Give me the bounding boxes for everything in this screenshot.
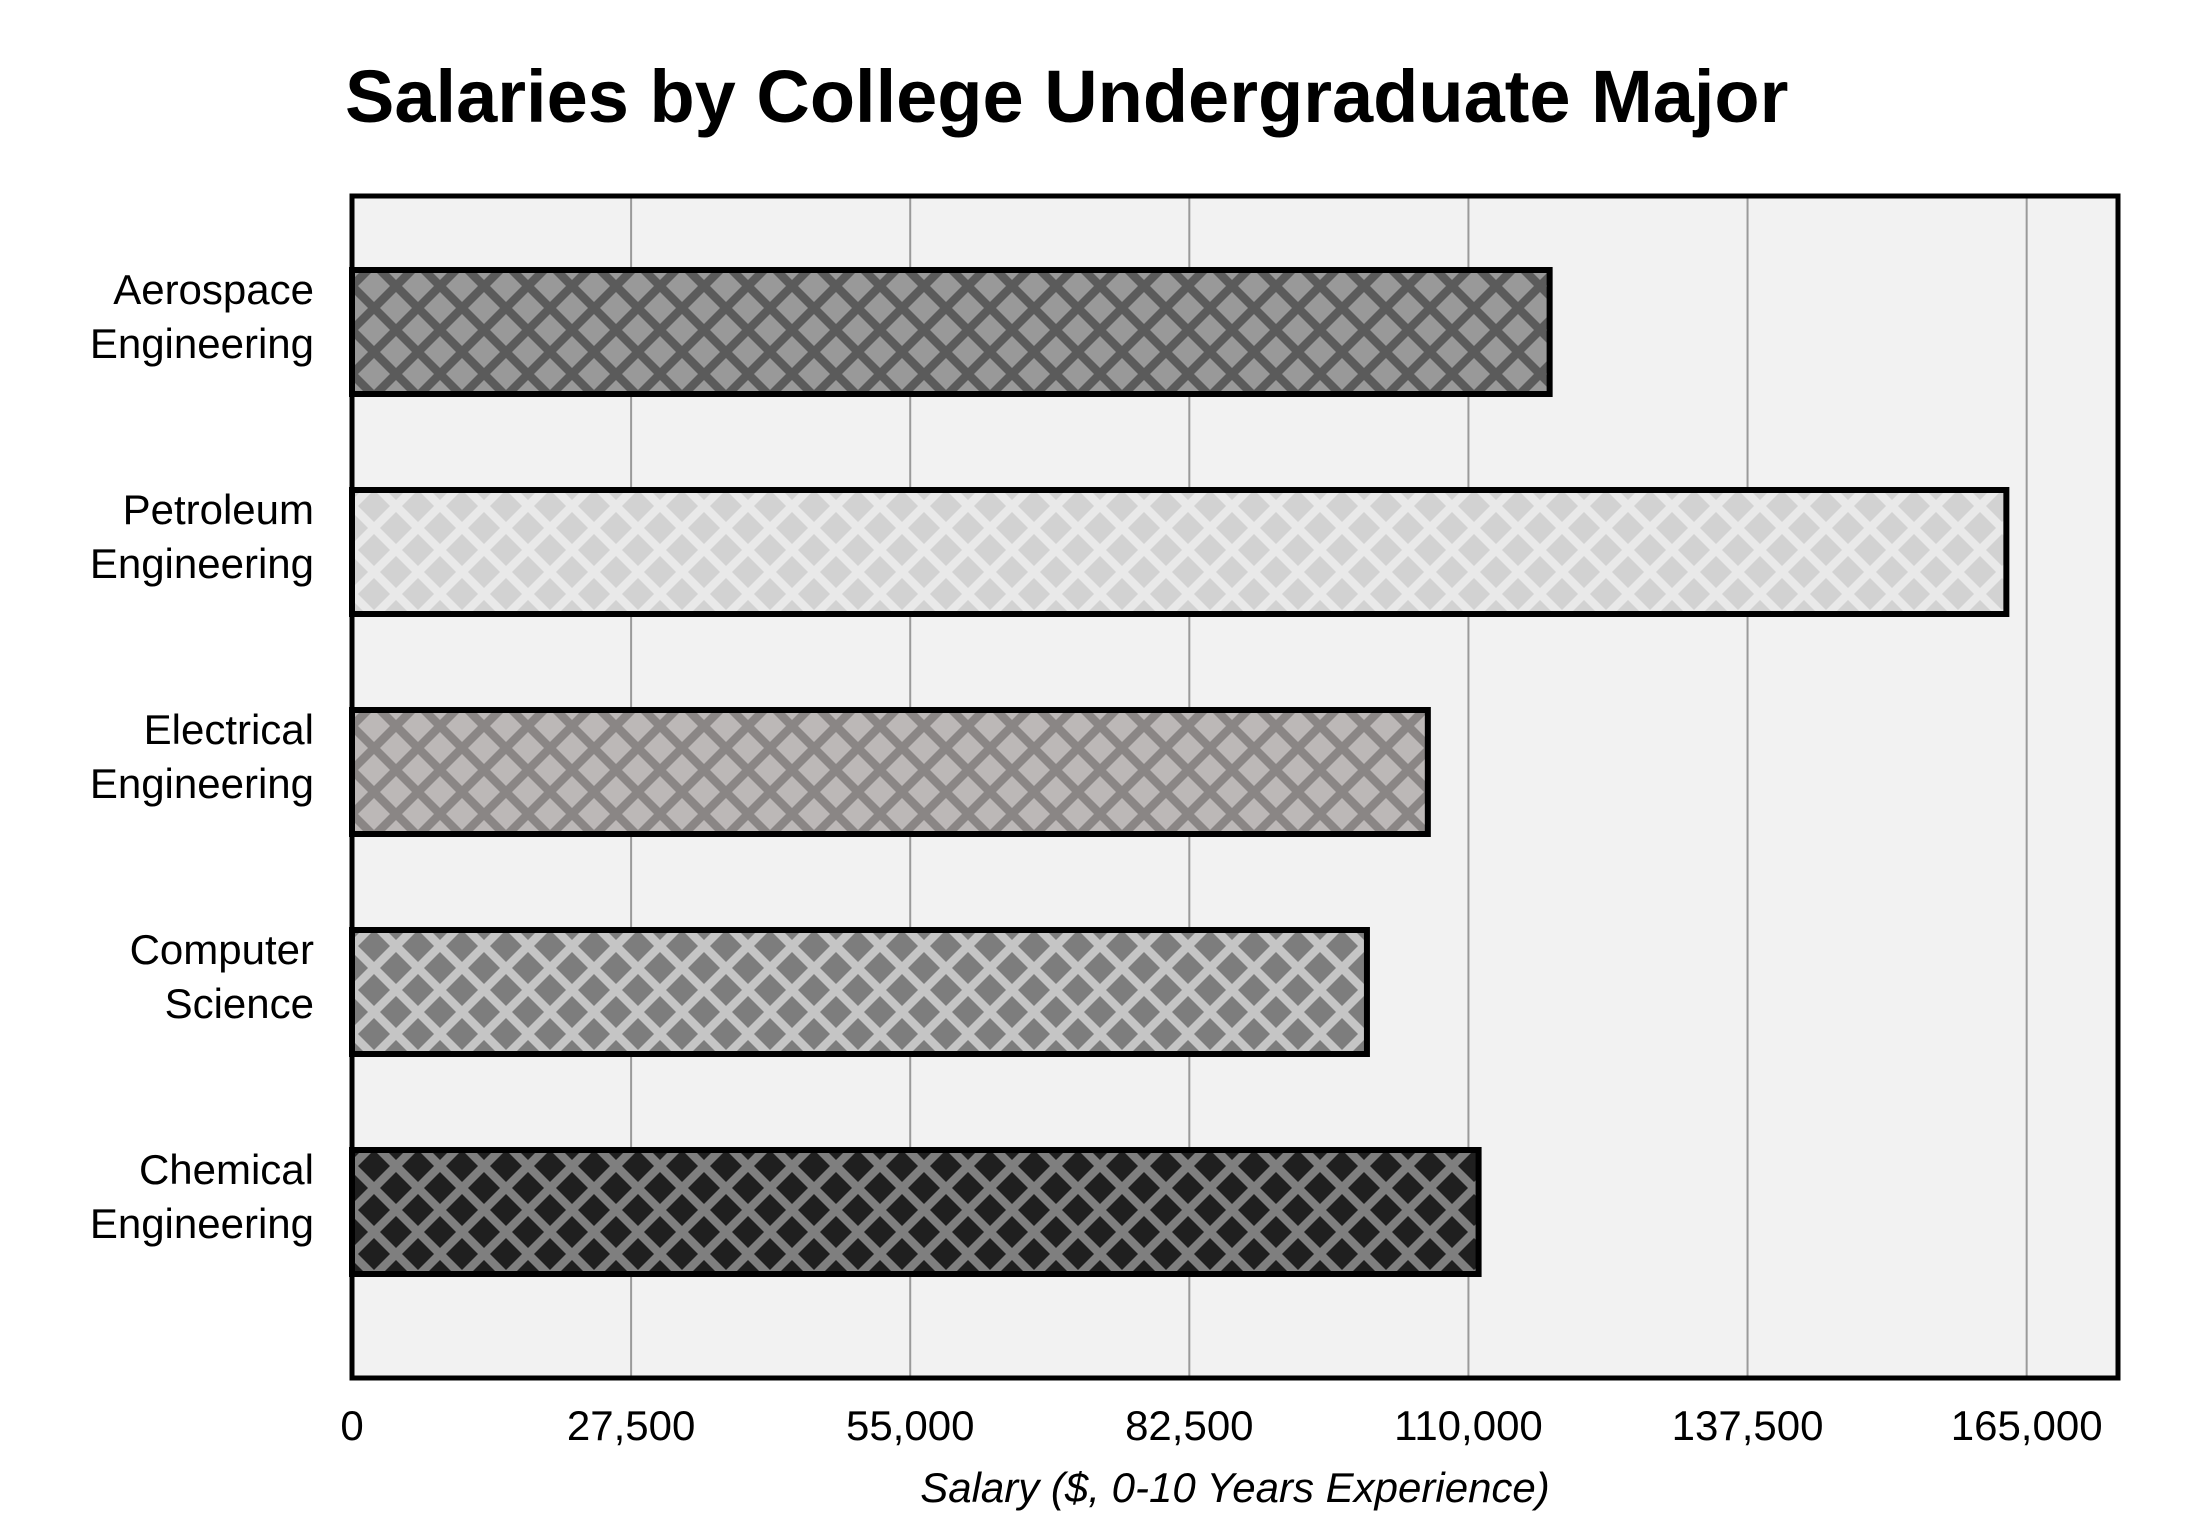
category-labels: Aerospace Engineering Petroleum Engineering… bbox=[90, 266, 314, 1247]
category-label: Petroleum Engineering bbox=[90, 486, 314, 587]
category-label: Chemical Engineering bbox=[90, 1146, 314, 1247]
x-axis-label: Salary ($, 0-10 Years Experience) bbox=[920, 1464, 1550, 1511]
x-tick-label: 27,500 bbox=[567, 1402, 695, 1449]
x-tick-label: 110,000 bbox=[1394, 1402, 1543, 1449]
bar-3 bbox=[349, 707, 1431, 837]
x-tick-label: 165,000 bbox=[1951, 1402, 2103, 1449]
x-tick-label: 137,500 bbox=[1672, 1402, 1824, 1449]
bar-5 bbox=[349, 1147, 1482, 1277]
chart-title: Salaries by College Undergraduate Major bbox=[345, 55, 1788, 138]
bar-2 bbox=[349, 487, 2010, 617]
bars bbox=[349, 267, 2010, 1277]
x-tick-label: 0 bbox=[340, 1402, 363, 1449]
x-tick-label: 55,000 bbox=[846, 1402, 974, 1449]
bar-4 bbox=[349, 927, 1370, 1057]
x-tick-label: 82,500 bbox=[1125, 1402, 1253, 1449]
category-label: Computer Science bbox=[130, 926, 314, 1027]
x-tick-labels: 0 27,500 55,000 82,500 110,000 137,500 165,000 bbox=[340, 1402, 2102, 1449]
category-label: Aerospace Engineering bbox=[90, 266, 314, 367]
category-label: Electrical Engineering bbox=[90, 706, 314, 807]
plot-frame bbox=[349, 193, 2121, 1381]
bar-1 bbox=[349, 267, 1553, 397]
